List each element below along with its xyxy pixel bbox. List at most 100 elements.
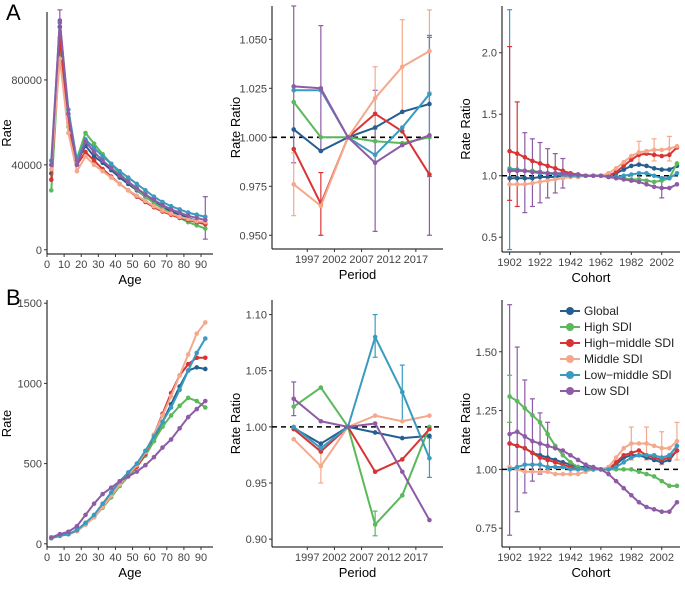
data-point-low-middle-sdi: [108, 161, 114, 167]
data-point-global: [202, 366, 208, 372]
data-point-middle-sdi: [530, 180, 535, 186]
panel-label-b: B: [6, 285, 21, 310]
data-point-high-middle-sdi: [545, 163, 550, 169]
data-point-low-middle-sdi: [537, 462, 543, 467]
series-line-middle-sdi: [293, 50, 430, 207]
x-tick-label: 50: [126, 259, 138, 271]
x-tick-label: 1962: [589, 552, 613, 564]
series-line-middle-sdi: [293, 414, 430, 468]
legend-item-low-sdi: Low SDI: [560, 383, 674, 399]
x-tick-label: 2007: [349, 552, 373, 564]
data-point-high-sdi: [194, 223, 200, 228]
data-point-high-middle-sdi: [514, 151, 520, 156]
data-point-high-sdi: [318, 385, 324, 390]
data-point-low-sdi: [372, 421, 378, 426]
y-tick-label: 1500: [18, 298, 42, 310]
data-point-low-sdi: [651, 184, 657, 190]
data-point-high-middle-sdi: [427, 172, 432, 177]
x-tick-label: 2002: [322, 254, 346, 266]
data-point-low-sdi: [177, 210, 182, 215]
legend-item-middle-sdi: Middle SDI: [560, 351, 674, 367]
data-point-high-sdi: [644, 471, 649, 477]
data-point-low-sdi: [537, 441, 543, 446]
data-point-middle-sdi: [667, 146, 672, 151]
legend-swatch: [560, 369, 580, 381]
data-point-global: [194, 365, 200, 370]
y-axis-title: Rate Ratio: [228, 97, 243, 158]
x-tick-label: 50: [126, 552, 138, 564]
series-line-high-sdi: [293, 386, 431, 526]
data-point-middle-sdi: [621, 159, 627, 165]
data-point-middle-sdi: [636, 441, 642, 446]
data-point-middle-sdi: [100, 168, 105, 174]
data-point-low-middle-sdi: [91, 145, 97, 151]
data-point-high-middle-sdi: [507, 441, 512, 446]
data-point-low-sdi: [372, 160, 378, 166]
data-point-low-sdi: [583, 173, 588, 179]
data-point-global: [427, 101, 432, 107]
data-point-low-middle-sdi: [636, 452, 642, 458]
data-point-high-middle-sdi: [659, 153, 665, 159]
y-tick-label: 1.25: [476, 406, 497, 418]
data-point-low-middle-sdi: [427, 456, 432, 461]
data-point-high-middle-sdi: [48, 177, 54, 183]
data-point-low-sdi: [621, 485, 627, 491]
chart-a-age: 0 10 20 30 40 50 60 70 80 90 0 40000 80000 Age Rate: [0, 9, 213, 287]
data-point-low-sdi: [57, 18, 63, 23]
data-point-high-middle-sdi: [613, 460, 619, 465]
x-tick-label: 90: [195, 259, 207, 271]
data-point-middle-sdi: [427, 48, 432, 54]
data-point-low-middle-sdi: [629, 455, 634, 460]
x-tick-label: 1902: [497, 552, 521, 564]
data-point-low-middle-sdi: [644, 170, 649, 176]
data-point-low-sdi: [117, 173, 123, 178]
series-line-high-sdi: [292, 101, 430, 145]
data-point-high-sdi: [168, 413, 174, 418]
data-point-low-sdi: [108, 485, 114, 490]
data-point-middle-sdi: [185, 216, 191, 222]
data-point-high-sdi: [651, 179, 657, 185]
x-tick-label: 1922: [528, 257, 552, 269]
x-tick-label: 2017: [404, 254, 428, 266]
y-tick-label: 0.950: [239, 230, 267, 242]
data-point-low-middle-sdi: [91, 512, 97, 518]
data-point-global: [644, 163, 649, 169]
x-tick-label: 90: [195, 552, 207, 564]
data-point-low-sdi: [125, 179, 131, 185]
data-point-middle-sdi: [621, 445, 627, 451]
data-point-low-middle-sdi: [575, 467, 581, 472]
x-tick-label: 2002: [650, 257, 674, 269]
data-point-middle-sdi: [66, 130, 71, 136]
x-tick-label: 1997: [295, 552, 319, 564]
legend-item-high-sdi: High SDI: [560, 319, 674, 335]
data-point-low-sdi: [194, 406, 200, 412]
data-point-low-sdi: [177, 426, 182, 431]
data-point-low-middle-sdi: [507, 467, 512, 472]
data-point-low-sdi: [522, 168, 528, 174]
data-point-low-middle-sdi: [185, 368, 191, 373]
data-point-low-middle-sdi: [568, 467, 573, 472]
data-point-middle-sdi: [48, 166, 54, 172]
data-point-low-sdi: [83, 139, 88, 144]
data-point-low-sdi: [74, 523, 80, 529]
data-point-high-sdi: [651, 474, 657, 479]
series-line-high-middle-sdi: [293, 425, 431, 473]
y-tick-label: 1.000: [239, 132, 267, 144]
data-point-low-middle-sdi: [177, 387, 182, 393]
data-point-high-middle-sdi: [83, 149, 88, 155]
data-point-low-middle-sdi: [177, 207, 182, 212]
data-point-low-sdi: [560, 448, 566, 453]
data-point-middle-sdi: [636, 150, 642, 155]
data-point-low-middle-sdi: [667, 452, 672, 458]
data-point-global: [629, 163, 634, 169]
data-point-low-sdi: [117, 478, 123, 484]
chart-a-cohort: 1902 1922 1942 1962 1982 2002 0.5 1.0 1.5 2.0 Coho…: [458, 6, 680, 285]
data-point-low-sdi: [636, 179, 642, 185]
y-tick-label: 1.00: [246, 422, 267, 434]
data-point-low-middle-sdi: [100, 501, 105, 506]
data-point-low-middle-sdi: [644, 452, 649, 458]
y-tick-label: 2.0: [482, 48, 497, 60]
data-point-high-middle-sdi: [552, 166, 558, 171]
data-point-middle-sdi: [613, 455, 619, 460]
